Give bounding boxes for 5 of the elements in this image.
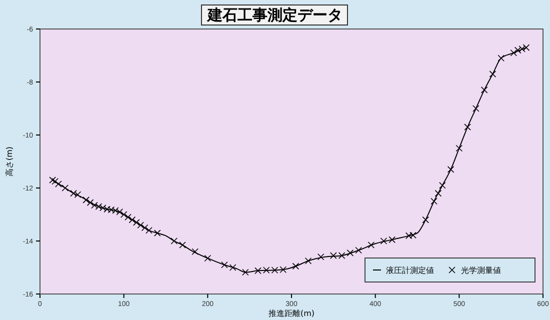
x-axis-title: 推進距離(m) — [268, 309, 315, 318]
chart-title: 建石工事測定データ — [206, 6, 342, 24]
legend-label: 液圧計測定値 — [386, 266, 434, 275]
y-axis-title: 高さ(m) — [5, 146, 14, 177]
legend-label: 光学測量値 — [461, 266, 501, 275]
